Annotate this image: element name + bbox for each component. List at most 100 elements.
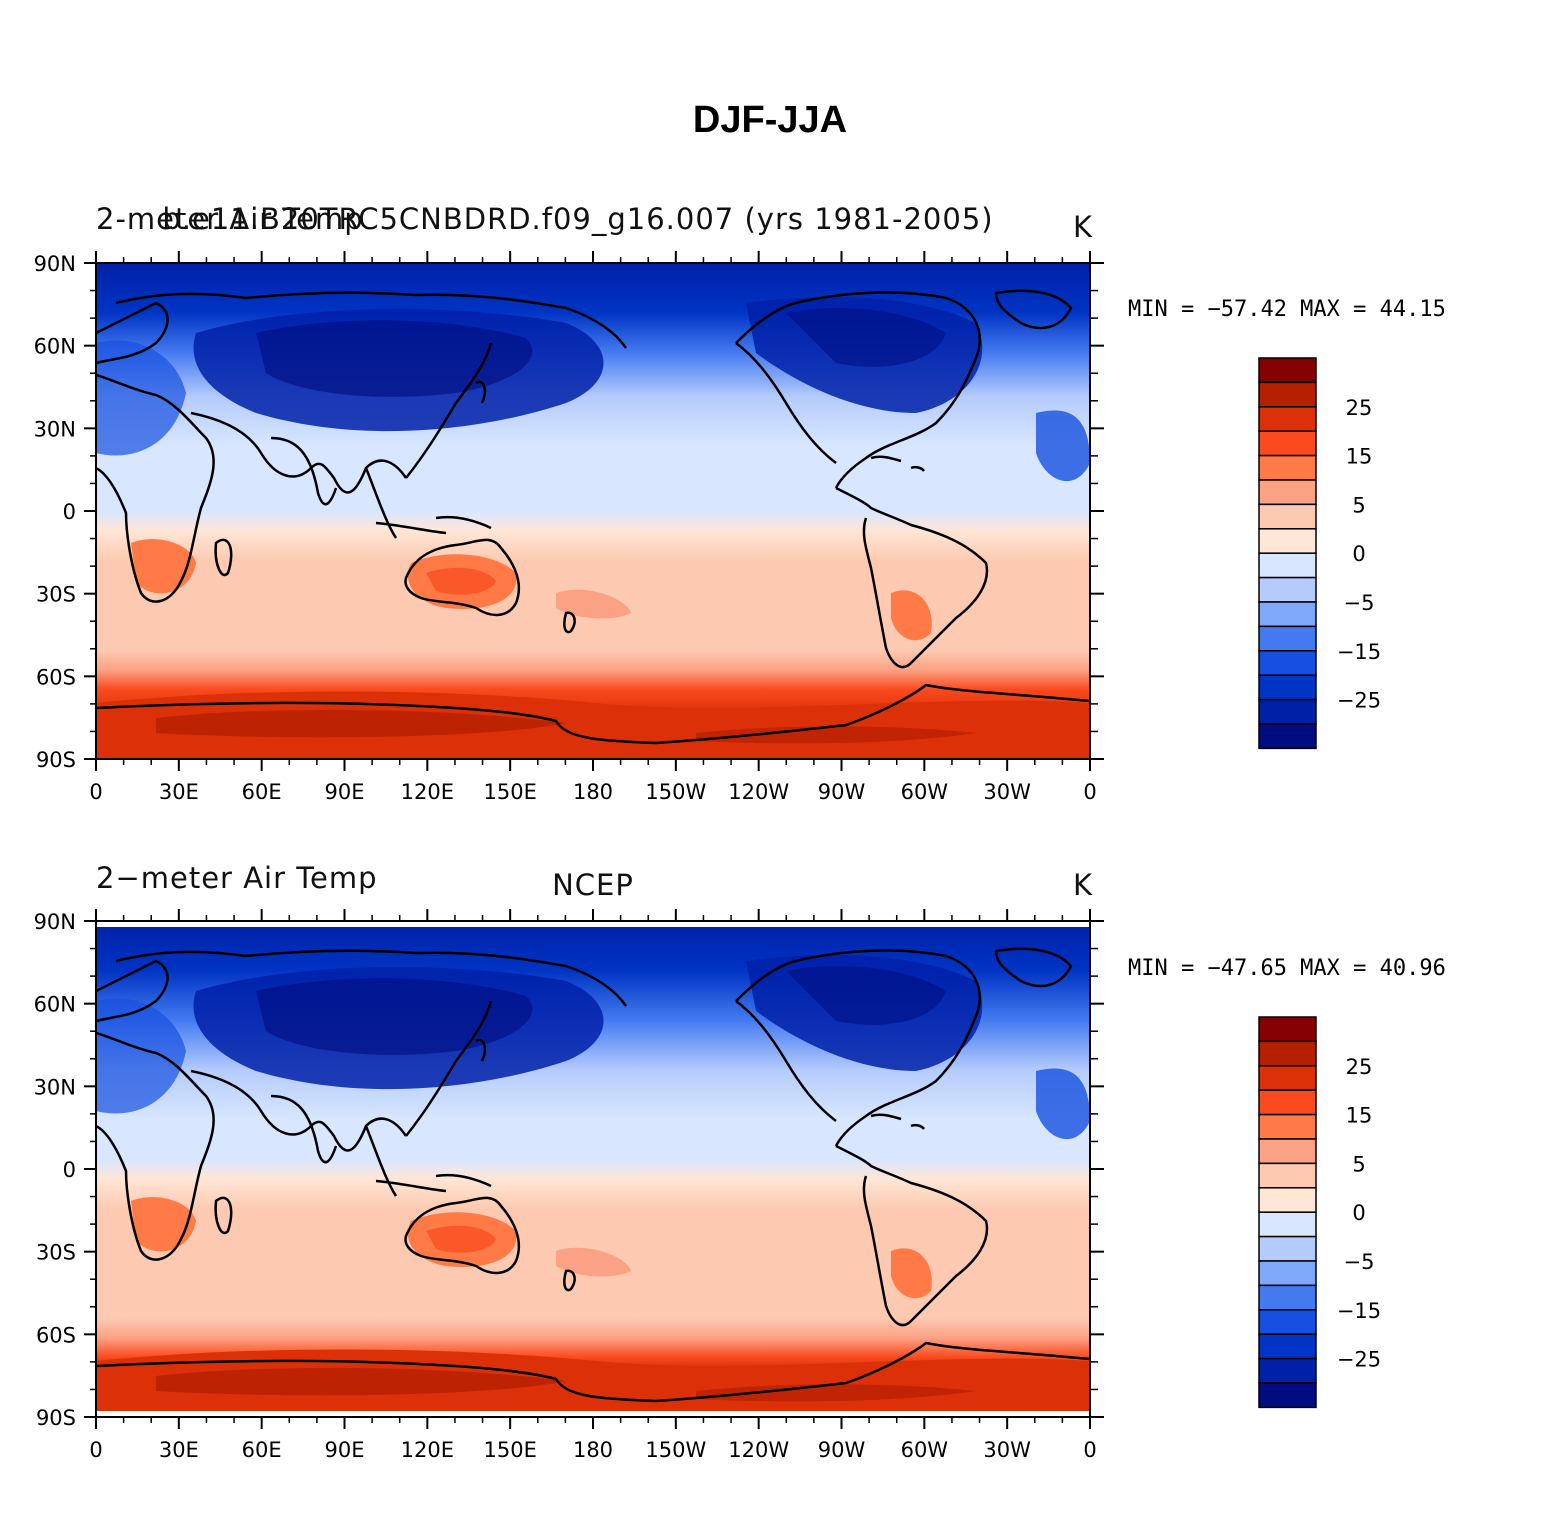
- colorbar-swatch: [1258, 1089, 1317, 1116]
- colorbar-label: −5: [1344, 591, 1375, 615]
- lon-label: 90E: [325, 780, 365, 804]
- colorbar-label: −5: [1344, 1250, 1375, 1274]
- panel-center-title: b.e11.B20TRC5CNBDRD.f09_g16.007 (yrs 198…: [162, 202, 993, 236]
- lon-label: 60W: [901, 1438, 949, 1462]
- colorbar-swatch: [1258, 1357, 1317, 1384]
- colorbar-swatch: [1258, 552, 1317, 579]
- lon-label: 120E: [401, 1438, 454, 1462]
- lon-label: 180: [573, 780, 613, 804]
- colorbar-label: 0: [1352, 1201, 1365, 1225]
- lon-label: 90W: [818, 1438, 866, 1462]
- map-field-model: [96, 263, 1090, 759]
- lon-label: 150W: [645, 780, 706, 804]
- colorbar-swatch: [1258, 454, 1317, 481]
- lon-label: 150W: [645, 1438, 706, 1462]
- colorbar-swatch: [1258, 528, 1317, 554]
- colorbar-label: −25: [1337, 1348, 1381, 1372]
- lon-label: 90W: [818, 780, 866, 804]
- colorbar-swatch: [1258, 650, 1317, 676]
- panel-model: 0 30E 60E 90E 120E 150E 180 150W 120W 90W 60W 30W 09…: [34, 202, 1446, 804]
- colorbar: 25 15 5 0 −5 −15 −25: [1258, 357, 1381, 750]
- colorbar-swatch: [1258, 1138, 1317, 1165]
- colorbar-swatch: [1258, 698, 1317, 725]
- colorbar-swatch: [1258, 479, 1317, 506]
- lon-label: 90E: [325, 1438, 365, 1462]
- colorbar-swatch: [1258, 1040, 1317, 1067]
- lon-label: 60W: [901, 780, 949, 804]
- lon-label: 180: [573, 1438, 613, 1462]
- colorbar-swatch: [1258, 406, 1317, 432]
- colorbar-label: 25: [1346, 396, 1373, 420]
- colorbar-swatch: [1258, 430, 1317, 457]
- panel-ncep: 0 30E 60E 90E 120E 150E 180 150W 120W 90W 60W 30W 09…: [34, 861, 1446, 1462]
- colorbar-label: −15: [1337, 1299, 1381, 1323]
- lon-label: 30W: [983, 780, 1031, 804]
- colorbar-swatch: [1258, 1284, 1317, 1311]
- colorbar-label: 5: [1352, 493, 1365, 517]
- lon-label: 60E: [242, 1438, 282, 1462]
- lat-label: 90N: [34, 910, 76, 934]
- colorbar-swatch: [1258, 1382, 1317, 1409]
- colorbar-swatch: [1258, 1235, 1317, 1262]
- axis-ticks: 0 30E 60E 90E 120E 150E 180 150W 120W 90W 60W 30W 09…: [34, 909, 1104, 1462]
- colorbar-swatch: [1258, 1016, 1317, 1043]
- lon-label: 150E: [483, 780, 536, 804]
- lon-label: 0: [89, 1438, 102, 1462]
- colorbar-label: −15: [1337, 640, 1381, 664]
- figure-title: DJF-JJA: [693, 99, 847, 141]
- panel-left-title: 2−meter Air Temp: [96, 861, 378, 895]
- lat-label: 0: [63, 1158, 76, 1182]
- panel-units: K: [1073, 210, 1093, 244]
- colorbar-label: 15: [1346, 1104, 1373, 1128]
- lon-label: 120W: [728, 1438, 789, 1462]
- lat-label: 60N: [34, 993, 76, 1017]
- colorbar-swatch: [1258, 1211, 1317, 1238]
- colorbar-swatch: [1258, 381, 1317, 408]
- minmax-label: MIN = −57.42 MAX = 44.15: [1128, 297, 1446, 322]
- lat-label: 30S: [36, 583, 76, 607]
- lon-label: 30E: [159, 780, 199, 804]
- colorbar-swatch: [1258, 1113, 1317, 1140]
- minmax-label: MIN = −47.65 MAX = 40.96: [1128, 956, 1446, 981]
- colorbar-label: 0: [1352, 542, 1365, 566]
- lat-label: 90S: [36, 1406, 76, 1430]
- lon-label: 30E: [159, 1438, 199, 1462]
- lon-label: 0: [1083, 780, 1096, 804]
- colorbar-swatch: [1258, 1065, 1317, 1091]
- colorbar-swatch: [1258, 1187, 1317, 1213]
- lon-label: 150E: [483, 1438, 536, 1462]
- lat-label: 90S: [36, 748, 76, 772]
- lat-label: 30S: [36, 1241, 76, 1265]
- colorbar-swatch: [1258, 625, 1317, 652]
- colorbar-label: 25: [1346, 1055, 1373, 1079]
- lat-label: 60S: [36, 665, 76, 689]
- colorbar-swatch: [1258, 1333, 1317, 1360]
- lat-label: 30N: [34, 417, 76, 441]
- lat-label: 90N: [34, 252, 76, 276]
- lon-label: 30W: [983, 1438, 1031, 1462]
- lon-label: 120E: [401, 780, 454, 804]
- lon-label: 60E: [242, 780, 282, 804]
- colorbar-label: 5: [1352, 1152, 1365, 1176]
- colorbar-swatch: [1258, 357, 1317, 384]
- panel-center-title: NCEP: [552, 868, 634, 902]
- colorbar-swatch: [1258, 1162, 1317, 1189]
- lat-label: 30N: [34, 1075, 76, 1099]
- colorbar-swatch: [1258, 503, 1317, 530]
- lon-label: 0: [89, 780, 102, 804]
- colorbar-swatch: [1258, 601, 1317, 628]
- colorbar-label: 15: [1346, 445, 1373, 469]
- colorbar-swatch: [1258, 674, 1317, 701]
- lat-label: 60N: [34, 335, 76, 359]
- colorbar-swatch: [1258, 1309, 1317, 1335]
- lon-label: 0: [1083, 1438, 1096, 1462]
- colorbar-swatch: [1258, 723, 1317, 750]
- panel-left-title: 2-meter Air Temp: [96, 202, 364, 236]
- panel-units: K: [1073, 868, 1093, 902]
- lat-label: 60S: [36, 1323, 76, 1347]
- colorbar-swatch: [1258, 576, 1317, 603]
- lat-label: 0: [63, 500, 76, 524]
- colorbar-swatch: [1258, 1260, 1317, 1287]
- colorbar-label: −25: [1337, 689, 1381, 713]
